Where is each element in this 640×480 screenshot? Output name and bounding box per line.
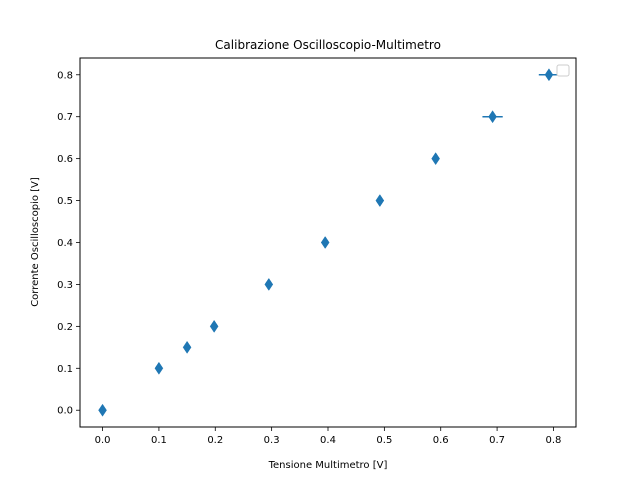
- data-point: [320, 236, 330, 249]
- x-tick-label: 0.0: [95, 435, 111, 446]
- data-point: [182, 340, 192, 354]
- data-point: [488, 110, 497, 124]
- data-point: [98, 403, 107, 417]
- x-tick-label: 0.6: [433, 435, 449, 446]
- x-tick-label: 0.8: [546, 435, 562, 446]
- data-point: [154, 361, 164, 375]
- y-tick-label: 0.2: [57, 322, 73, 333]
- data-point: [375, 194, 385, 208]
- y-tick-label: 0.3: [57, 280, 73, 291]
- x-tick-label: 0.1: [151, 435, 167, 446]
- y-tick-label: 0.8: [57, 70, 73, 81]
- x-tick-label: 0.5: [376, 435, 392, 446]
- data-point: [264, 277, 274, 291]
- x-tick-label: 0.2: [207, 435, 223, 446]
- y-tick-label: 0.6: [57, 154, 73, 165]
- y-tick-label: 0.0: [57, 406, 73, 417]
- x-tick-label: 0.4: [320, 435, 336, 446]
- data-point: [544, 68, 554, 82]
- data-point: [431, 152, 440, 166]
- y-axis-ticks: 0.0 0.1 0.2 0.3 0.4 0.5 0.6 0.7 0.8: [57, 70, 80, 417]
- x-tick-label: 0.3: [264, 435, 280, 446]
- x-tick-label: 0.7: [489, 435, 505, 446]
- y-tick-label: 0.1: [57, 364, 73, 375]
- chart-title: Calibrazione Oscilloscopio-Multimetro: [215, 38, 441, 52]
- legend-box: [556, 64, 570, 77]
- y-axis-title: Corrente Oscilloscopio [V]: [30, 177, 41, 307]
- y-tick-label: 0.5: [57, 196, 73, 207]
- y-tick-label: 0.7: [57, 112, 73, 123]
- y-tick-label: 0.4: [57, 238, 73, 249]
- data-point: [209, 319, 219, 333]
- data-points: [98, 68, 560, 417]
- x-axis-title: Tensione Multimetro [V]: [268, 460, 388, 471]
- x-axis-ticks: 0.0 0.1 0.2 0.3 0.4 0.5 0.6 0.7 0.8: [95, 427, 562, 446]
